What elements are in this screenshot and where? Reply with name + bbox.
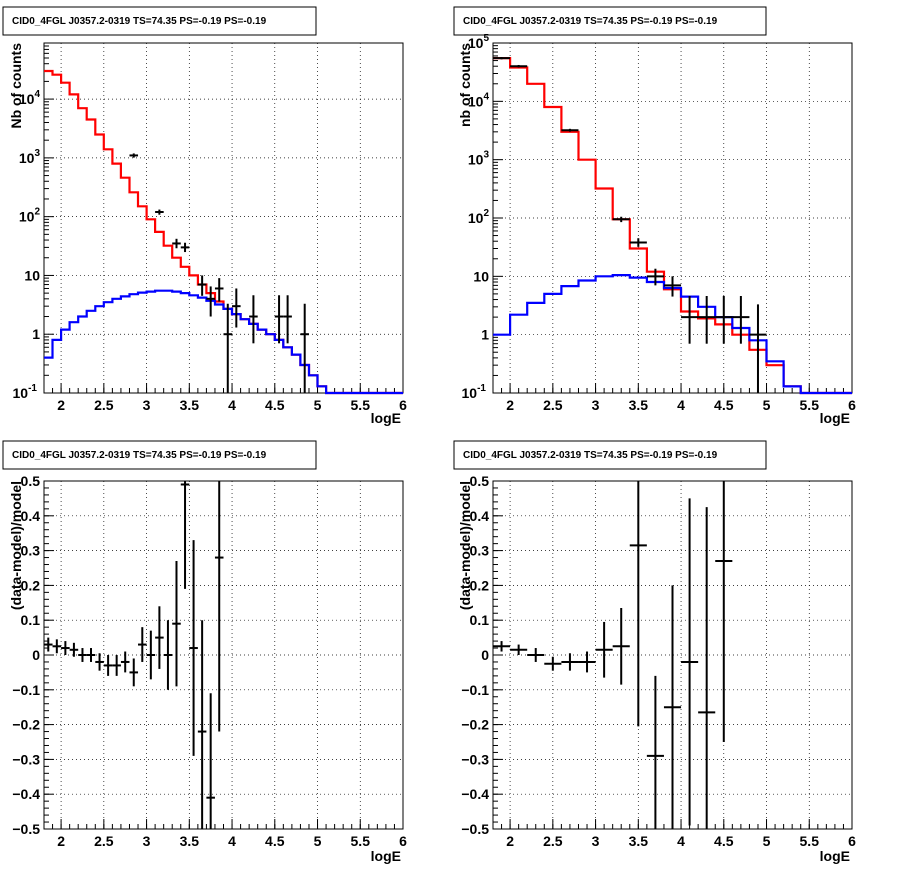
y-tick-label: 102 — [468, 208, 490, 226]
y-tick-label: 103 — [468, 150, 490, 168]
y-tick-label: −0.5 — [12, 821, 40, 837]
x-tick-label: 3.5 — [629, 397, 649, 413]
y-tick-label: 105 — [468, 33, 490, 51]
y-axis-label: nb of counts — [457, 43, 473, 127]
x-axis-label: logE — [820, 848, 850, 864]
chart-title: CID0_4FGL J0357.2-0319 TS=74.35 PS=-0.19… — [463, 450, 718, 461]
x-tick-label: 3.5 — [180, 397, 200, 413]
spectrum-panel-left: CID0_4FGL J0357.2-0319 TS=74.35 PS=-0.19… — [2, 6, 407, 426]
x-tick-label: 4 — [677, 833, 685, 849]
x-axis-label: logE — [371, 848, 401, 864]
x-tick-label: 5 — [314, 833, 322, 849]
y-tick-label: 0.5 — [21, 473, 41, 489]
y-tick-label: 1 — [481, 327, 489, 343]
x-tick-label: 3 — [592, 833, 600, 849]
y-tick-label: 0.4 — [470, 508, 490, 524]
y-tick-label: −0.1 — [461, 682, 489, 698]
y-tick-label: 10-1 — [462, 383, 487, 401]
x-tick-label: 5.5 — [351, 397, 371, 413]
x-tick-label: 5 — [763, 833, 771, 849]
x-tick-label: 4.5 — [265, 833, 285, 849]
y-tick-label: 103 — [19, 148, 41, 166]
x-tick-label: 5.5 — [800, 397, 820, 413]
y-tick-label: 10 — [473, 268, 489, 284]
y-tick-label: 0.2 — [21, 577, 41, 593]
y-tick-label: −0.3 — [461, 751, 489, 767]
y-tick-label: −0.5 — [461, 821, 489, 837]
y-tick-label: −0.2 — [461, 717, 489, 733]
residual-panel-right: CID0_4FGL J0357.2-0319 TS=74.35 PS=-0.19… — [453, 440, 856, 864]
y-tick-label: 104 — [19, 89, 41, 107]
x-tick-label: 5.5 — [800, 833, 820, 849]
x-tick-label: 5 — [763, 397, 771, 413]
y-tick-label: −0.3 — [12, 751, 40, 767]
chart-title: CID0_4FGL J0357.2-0319 TS=74.35 PS=-0.19… — [12, 450, 267, 461]
y-axis-label: (data-model)/model — [8, 481, 24, 610]
x-tick-label: 6 — [848, 833, 856, 849]
x-tick-label: 3.5 — [629, 833, 649, 849]
x-tick-label: 3 — [143, 397, 151, 413]
plot-frame — [43, 42, 404, 394]
x-axis-label: logE — [820, 410, 850, 426]
x-tick-label: 2.5 — [543, 397, 563, 413]
x-tick-label: 4 — [677, 397, 685, 413]
y-tick-label: −0.2 — [12, 717, 40, 733]
y-tick-label: 0.4 — [21, 508, 41, 524]
x-tick-label: 6 — [399, 397, 407, 413]
plot-frame — [492, 42, 853, 394]
x-tick-label: 2 — [57, 833, 65, 849]
y-tick-label: 0.1 — [21, 612, 41, 628]
chart-title: CID0_4FGL J0357.2-0319 TS=74.35 PS=-0.19… — [12, 16, 267, 27]
y-tick-label: 0 — [481, 647, 489, 663]
x-tick-label: 4 — [228, 833, 236, 849]
title-box — [2, 6, 317, 36]
y-tick-label: 0 — [32, 647, 40, 663]
y-tick-label: 104 — [468, 91, 490, 109]
y-tick-label: −0.1 — [12, 682, 40, 698]
y-tick-label: 102 — [19, 207, 41, 225]
x-tick-label: 2 — [506, 397, 514, 413]
model-total-line — [44, 69, 403, 395]
y-tick-label: 10-1 — [13, 383, 38, 401]
residual-panel-left: CID0_4FGL J0357.2-0319 TS=74.35 PS=-0.19… — [2, 440, 407, 864]
y-tick-label: 10 — [24, 267, 40, 283]
title-box — [453, 6, 767, 36]
x-tick-label: 2.5 — [94, 397, 114, 413]
title-box — [453, 440, 767, 470]
x-tick-label: 4.5 — [265, 397, 285, 413]
y-tick-label: −0.4 — [12, 786, 40, 802]
spectrum-panel-right: CID0_4FGL J0357.2-0319 TS=74.35 PS=-0.19… — [453, 6, 856, 426]
y-tick-label: 1 — [32, 326, 40, 342]
x-axis-label: logE — [371, 410, 401, 426]
y-tick-label: 0.3 — [21, 543, 41, 559]
title-box — [2, 440, 317, 470]
y-tick-label: −0.4 — [461, 786, 489, 802]
x-tick-label: 5.5 — [351, 833, 371, 849]
x-tick-label: 2 — [57, 397, 65, 413]
x-tick-label: 3.5 — [180, 833, 200, 849]
x-tick-label: 6 — [399, 833, 407, 849]
x-tick-label: 3 — [592, 397, 600, 413]
y-tick-label: 0.1 — [470, 612, 490, 628]
y-tick-label: 0.5 — [470, 473, 490, 489]
y-tick-label: 0.2 — [470, 577, 490, 593]
x-tick-label: 4 — [228, 397, 236, 413]
model-total-line — [493, 57, 852, 395]
x-tick-label: 3 — [143, 833, 151, 849]
y-tick-label: 0.3 — [470, 543, 490, 559]
x-tick-label: 2.5 — [94, 833, 114, 849]
y-axis-label: Nb of counts — [8, 43, 24, 129]
model-source-line — [44, 289, 403, 395]
x-tick-label: 2 — [506, 833, 514, 849]
x-tick-label: 4.5 — [714, 397, 734, 413]
plot-frame — [43, 480, 404, 830]
chart-title: CID0_4FGL J0357.2-0319 TS=74.35 PS=-0.19… — [463, 16, 718, 27]
x-tick-label: 4.5 — [714, 833, 734, 849]
x-tick-label: 6 — [848, 397, 856, 413]
x-tick-label: 5 — [314, 397, 322, 413]
x-tick-label: 2.5 — [543, 833, 563, 849]
y-axis-label: (data-model)/model — [457, 481, 473, 610]
